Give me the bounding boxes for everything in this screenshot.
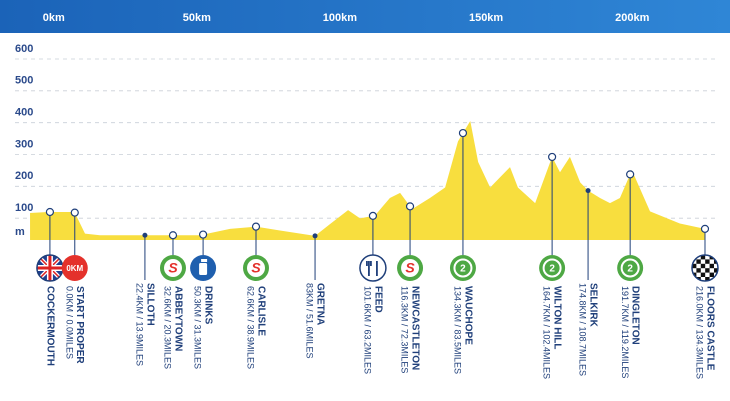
waypoint-name: SELKIRK [587,283,598,328]
waypoint-name: WAUCHOPE [462,286,473,345]
waypoint-distance: 0.0KM / 0.0MILES [64,286,74,359]
flag-cross-red [36,255,63,281]
sprint-inner [163,259,182,277]
x-tick-label: 0km [43,12,65,24]
waypoint-icon: S [159,255,186,281]
waypoint-marker [626,170,635,179]
waypoint-marker [70,208,79,217]
sprint-inner [247,259,265,277]
sprint-text: S [168,260,178,276]
waypoint-name: FEED [372,286,383,313]
start-text: 0KM [66,264,83,273]
waypoint-icon [359,254,387,282]
y-tick-label: 500 [15,75,33,87]
y-tick-label: 400 [15,107,33,119]
waypoint-name: START PROPER [74,286,85,364]
km-band [0,0,730,33]
waypoint-distance: 50.3KM / 31.3MILES [193,286,203,369]
waypoint-icon: 2 [539,255,566,281]
feed-badge [359,254,387,282]
checker-square [696,259,701,264]
x-tick-label: 150km [469,12,503,24]
bottle [199,263,208,275]
waypoint-distance: 134.3KM / 83.5MILES [453,286,463,374]
waypoint-distance: 191.7KM / 119.2MILES [620,286,630,378]
start-badge [61,255,88,281]
kom-ring [542,258,562,278]
waypoint-icon [691,254,719,282]
checker-square [705,277,710,281]
elevation-area [30,120,705,240]
waypoint-name: WILTON HILL [551,286,562,350]
waypoint-distance: 22.4KM / 13.9MILES [135,283,145,366]
checker-square [700,263,706,269]
waypoint-icon [36,254,64,282]
waypoint-marker [700,224,710,233]
waypoint-icon: 2 [617,255,644,281]
kom-ring [453,258,473,278]
waypoint-name: DINGLETON [630,286,641,345]
x-tick-label: 50km [183,12,211,24]
waypoint-marker [585,188,591,194]
waypoint-marker [368,211,378,220]
waypoint-marker [198,230,208,239]
waypoint-distance: 116.3KM / 72.3MILES [400,286,410,373]
waypoint-marker [312,233,318,239]
checker-square [700,255,706,260]
waypoint-icon: 0KM [61,255,88,281]
sprint-text: S [405,260,415,276]
waypoint-distance: 101.6KM / 63.2MILES [363,286,373,374]
kom-text: 2 [460,264,466,275]
y-axis-label: m [15,226,25,238]
waypoint-name: GRETNA [314,283,325,325]
waypoint-name: NEWCASTLETON [409,286,420,370]
checker-ring [691,254,719,282]
bottle-cap [201,259,208,262]
waypoint-name: FLOORS CASTLE [704,286,715,371]
checker-square [700,272,706,277]
waypoint-marker [548,152,557,162]
kom-text: 2 [627,264,633,275]
checker-square [705,259,710,264]
checker-square [709,272,714,277]
cutlery [366,261,378,276]
waypoint-marker [168,231,178,240]
waypoint-distance: 32.6KM / 20.3MILES [163,286,173,369]
waypoint-icon: 2 [449,255,476,281]
waypoint-icon: S [397,255,424,281]
x-tick-label: 200km [615,12,649,24]
waypoint-distance: 83KM / 51.6MILES [305,283,315,359]
y-tick-label: 100 [15,202,33,214]
waypoint-name: SILLOTH [144,283,155,326]
kom-ring [620,258,640,278]
y-tick-label: 200 [15,170,33,182]
checker-square [696,268,701,273]
waypoint-name: ABBEYTOWN [172,286,183,351]
waypoint-distance: 164.7KM / 102.4MILES [542,286,552,379]
waypoint-distance: 174.8KM / 108.7MILES [578,283,588,376]
sprint-text: S [251,260,261,276]
waypoint-icon: S [243,255,269,281]
checker-square [705,268,710,273]
waypoint-marker [142,232,148,238]
waypoint-distance: 216.0KM / 134.3MILES [695,286,705,379]
kom-text: 2 [549,264,555,275]
waypoint-marker [405,202,415,211]
checker-square [713,268,718,273]
checker-square [691,263,697,269]
y-tick-label: 600 [15,43,33,55]
waypoint-name: DRINKS [202,286,213,325]
waypoint-distance: 62.6KM / 38.9MILES [246,286,256,369]
waypoint-icon [190,255,217,281]
waypoint-marker [458,128,468,138]
sprint-inner [401,259,420,277]
checker-square [709,263,714,269]
waypoint-marker [251,222,261,231]
waypoint-name: COCKERMOUTH [44,286,55,366]
waypoint-marker [45,207,55,217]
x-tick-label: 100km [323,12,357,24]
waypoint-name: CARLISLE [255,286,266,336]
y-tick-label: 300 [15,138,33,150]
